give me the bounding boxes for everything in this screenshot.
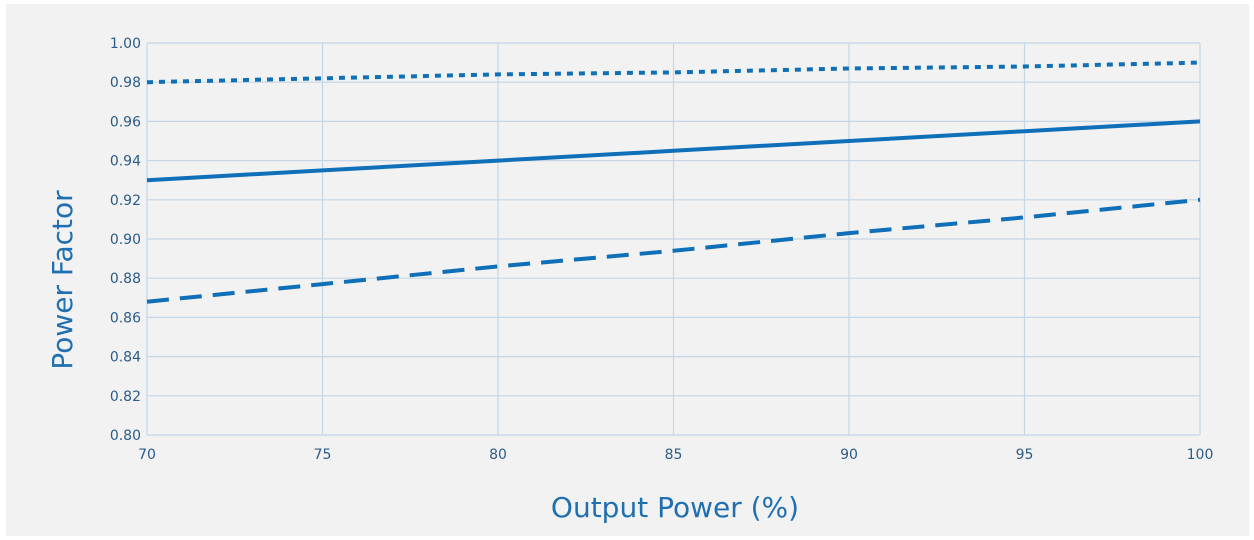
y-tick-label: 0.96 <box>110 114 141 130</box>
series-layer <box>146 60 1201 304</box>
series-line-solid <box>146 119 1201 183</box>
y-tick-label: 0.98 <box>110 75 141 91</box>
x-tick-label: 100 <box>1187 447 1214 463</box>
x-tick-label: 85 <box>665 447 683 463</box>
x-tick-label: 90 <box>840 447 858 463</box>
x-tick-label: 70 <box>138 447 156 463</box>
x-axis-label: Output Power (%) <box>551 491 799 524</box>
x-tick-label: 75 <box>314 447 332 463</box>
x-tick-label: 95 <box>1016 447 1034 463</box>
y-tick-label: 0.82 <box>110 389 141 405</box>
series-line-dotted <box>146 60 1201 85</box>
grid-layer <box>146 42 1201 436</box>
y-tick-label: 0.80 <box>110 428 141 444</box>
x-tick-label: 80 <box>489 447 507 463</box>
y-tick-label: 0.94 <box>110 154 141 170</box>
y-tick-label: 0.90 <box>110 232 141 248</box>
y-tick-label: 1.00 <box>110 36 141 52</box>
y-tick-label: 0.84 <box>110 350 141 366</box>
series-line-dashed <box>146 197 1201 304</box>
y-tick-label: 0.88 <box>110 271 141 287</box>
y-axis-label: Power Factor <box>46 190 79 370</box>
y-tick-label: 0.86 <box>110 310 141 326</box>
tick-layer: 0.80 0.82 0.84 0.86 0.88 0.90 0.92 0.94 0.96 0.98… <box>110 36 1214 463</box>
y-tick-label: 0.92 <box>110 193 141 209</box>
chart-panel <box>6 4 1249 536</box>
